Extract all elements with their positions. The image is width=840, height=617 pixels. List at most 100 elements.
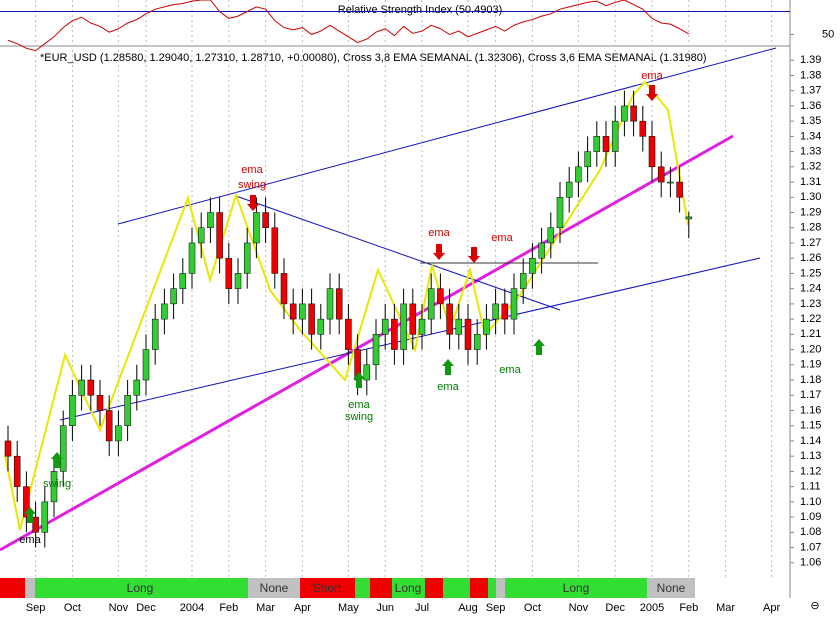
x-tick-label: Dec xyxy=(605,602,625,614)
candle-body xyxy=(289,303,297,320)
candle-body xyxy=(685,216,693,220)
y-tick-label: 1.16 xyxy=(800,404,821,416)
candle-body xyxy=(345,318,352,350)
candle-body xyxy=(13,455,21,487)
y-tick-label: 1.13 xyxy=(800,450,821,462)
candle-body xyxy=(455,318,463,335)
candle-body xyxy=(96,395,104,411)
rsi-tick-label: 50 xyxy=(822,28,834,40)
band-label: Long xyxy=(127,581,154,595)
candle-body xyxy=(133,379,141,396)
candle-body xyxy=(667,181,674,184)
candle-body xyxy=(78,379,85,396)
candle-body xyxy=(400,303,407,350)
arrow-up xyxy=(24,507,36,523)
y-tick-label: 1.38 xyxy=(800,69,821,81)
y-tick-label: 1.33 xyxy=(800,146,821,158)
candle-body xyxy=(639,120,647,137)
x-tick-label: Apr xyxy=(763,602,780,614)
annotation: ema xyxy=(491,232,513,244)
rsi-title: Relative Strength Index (50.4903) xyxy=(338,4,503,16)
candle-body xyxy=(59,425,67,472)
annotation: ema xyxy=(499,364,521,376)
band-segment xyxy=(25,578,35,598)
y-tick-label: 1.39 xyxy=(800,54,821,66)
y-tick-label: 1.31 xyxy=(800,176,821,188)
y-tick-label: 1.19 xyxy=(800,359,821,371)
y-tick-label: 1.08 xyxy=(800,526,821,538)
candle-body xyxy=(105,410,113,442)
candle-body xyxy=(556,197,564,228)
candle-body xyxy=(207,212,214,228)
arrow-down xyxy=(468,247,480,263)
trend-line xyxy=(235,195,561,311)
band-segment xyxy=(355,578,370,598)
x-tick-label: 2005 xyxy=(640,602,664,614)
y-tick-label: 1.15 xyxy=(800,420,821,432)
candle-body xyxy=(602,136,610,152)
band-segment xyxy=(496,578,505,598)
band-segment xyxy=(647,578,695,598)
x-tick-label: Sep xyxy=(26,602,46,614)
band-label: Short xyxy=(313,581,342,595)
x-tick-label: Jul xyxy=(415,602,429,614)
trend-line xyxy=(0,134,734,552)
candle-body xyxy=(23,486,30,518)
annotation: ema xyxy=(641,70,663,82)
band-segment xyxy=(488,578,496,598)
candle-body xyxy=(464,318,472,350)
rsi-line xyxy=(7,0,690,52)
candle-body xyxy=(483,318,490,335)
band-label: None xyxy=(657,581,686,595)
y-tick-label: 1.29 xyxy=(800,206,821,218)
candle-body xyxy=(124,395,131,426)
y-tick-label: 1.27 xyxy=(800,237,821,249)
arrow-down xyxy=(247,195,259,211)
candle-body xyxy=(271,227,279,274)
y-tick-label: 1.35 xyxy=(800,115,821,127)
annotation: ema xyxy=(428,227,450,239)
y-tick-label: 1.25 xyxy=(800,267,821,279)
band-label: None xyxy=(260,581,289,595)
candle-body xyxy=(391,318,398,350)
candle-body xyxy=(317,318,325,335)
candle-body xyxy=(363,364,371,381)
candle-body xyxy=(427,288,435,320)
band-segment xyxy=(35,578,248,598)
arrow-down xyxy=(646,85,658,101)
candle-body xyxy=(547,227,555,244)
y-tick-label: 1.12 xyxy=(800,465,821,477)
candle-body xyxy=(280,273,288,305)
x-tick-label: Oct xyxy=(524,602,541,614)
x-tick-label: May xyxy=(338,602,359,614)
candle-body xyxy=(565,181,573,198)
band-segment xyxy=(425,578,443,598)
candle-body xyxy=(446,303,453,335)
candle-body xyxy=(142,349,150,381)
candle-body xyxy=(69,395,76,426)
candle-body xyxy=(41,501,49,533)
arrow-down xyxy=(433,244,445,260)
candle-body xyxy=(253,212,260,244)
candle-body xyxy=(584,151,591,168)
band-segment xyxy=(248,578,300,598)
band-segment xyxy=(470,578,488,598)
x-tick-label: Apr xyxy=(294,602,311,614)
x-tick-label: Nov xyxy=(109,602,129,614)
band-label: Long xyxy=(395,581,422,595)
candle-body xyxy=(621,105,628,122)
y-tick-label: 1.28 xyxy=(800,222,821,234)
band-segment xyxy=(392,578,425,598)
x-tick-label: Mar xyxy=(716,602,735,614)
band-segment xyxy=(505,578,647,598)
candle-body xyxy=(243,242,251,274)
candle-body xyxy=(501,303,509,320)
y-tick-label: 1.14 xyxy=(800,435,821,447)
candle-body xyxy=(657,166,665,183)
candle-body xyxy=(593,136,601,152)
annotation: swing xyxy=(43,478,71,490)
annotation: ema xyxy=(348,399,370,411)
annotation: ema xyxy=(19,534,41,546)
candle-body xyxy=(519,273,527,289)
